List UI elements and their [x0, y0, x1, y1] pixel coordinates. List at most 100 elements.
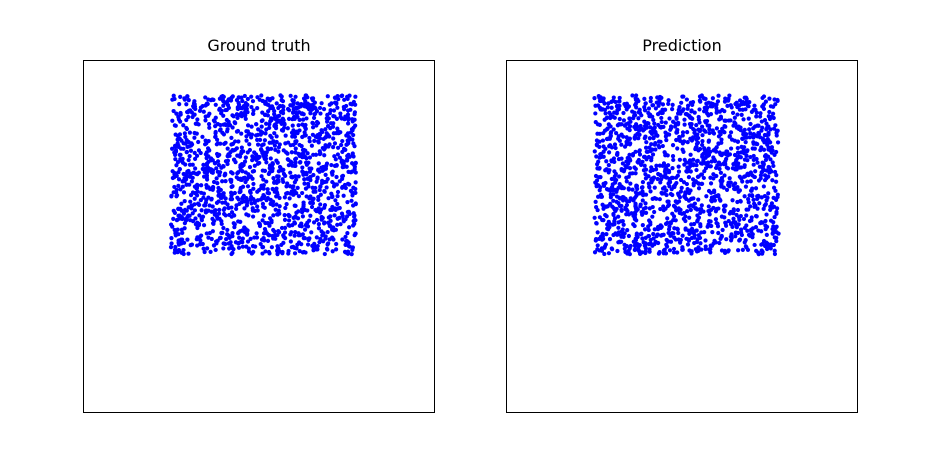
scatter-point [617, 103, 622, 109]
scatter-point [265, 187, 270, 192]
scatter-point [712, 198, 718, 203]
scatter-point [198, 150, 203, 156]
scatter-point [609, 159, 614, 164]
scatter-point [298, 160, 303, 165]
scatter-point [302, 133, 307, 138]
scatter-point [602, 181, 607, 187]
scatter-point [634, 123, 639, 128]
scatter-point [598, 194, 603, 199]
scatter-point [248, 236, 253, 241]
scatter-point [759, 119, 764, 124]
scatter-point [297, 152, 302, 157]
scatter-point [738, 213, 743, 219]
scatter-point [176, 238, 181, 243]
scatter-point [686, 160, 691, 165]
scatter-point [747, 100, 752, 105]
scatter-point [192, 130, 197, 136]
scatter-point [347, 225, 352, 230]
scatter-point [306, 160, 311, 165]
scatter-point [332, 154, 337, 159]
scatter-point [330, 194, 335, 199]
scatter-point [718, 198, 723, 203]
scatter-point [174, 194, 179, 199]
scatter-point [696, 186, 702, 191]
scatter-point [271, 176, 276, 181]
prediction-panel: Prediction [483, 0, 883, 450]
scatter-point [688, 152, 693, 157]
scatter-point [698, 222, 703, 227]
scatter-point [169, 194, 174, 199]
scatter-point [210, 216, 215, 222]
scatter-point [228, 240, 233, 245]
scatter-point [348, 101, 353, 106]
scatter-point [284, 202, 289, 207]
scatter-point [187, 130, 192, 135]
scatter-point [221, 94, 226, 99]
scatter-point [612, 110, 617, 115]
scatter-point [213, 208, 218, 213]
scatter-point [770, 231, 775, 236]
scatter-point [291, 100, 296, 105]
scatter-point [643, 210, 649, 216]
scatter-point [190, 114, 195, 120]
scatter-point [641, 193, 646, 198]
scatter-point [593, 199, 598, 204]
scatter-point [722, 173, 727, 178]
scatter-point [743, 184, 749, 189]
scatter-point [753, 225, 759, 230]
scatter-point [676, 109, 682, 114]
scatter-point [608, 130, 614, 135]
scatter-point [225, 146, 230, 151]
scatter-point [335, 201, 340, 207]
scatter-point [319, 165, 324, 170]
scatter-point [351, 132, 356, 138]
scatter-point [707, 219, 712, 224]
scatter-point [664, 137, 669, 143]
scatter-point [643, 134, 648, 139]
scatter-point [218, 170, 223, 175]
scatter-point [671, 250, 677, 255]
scatter-point [203, 95, 208, 100]
scatter-point [643, 250, 648, 256]
scatter-point [263, 131, 268, 136]
scatter-point [636, 116, 641, 121]
scatter-point [328, 214, 333, 219]
scatter-point [695, 132, 700, 137]
scatter-point [684, 169, 690, 174]
scatter-point [169, 241, 174, 246]
scatter-point [759, 229, 764, 234]
scatter-point [252, 235, 257, 240]
scatter-point [724, 187, 730, 192]
scatter-point [184, 102, 189, 107]
scatter-point [327, 134, 332, 139]
scatter-point [604, 232, 609, 237]
scatter-point [708, 149, 713, 154]
scatter-point [727, 176, 732, 181]
scatter-point [344, 239, 349, 244]
scatter-point [761, 94, 767, 99]
scatter-point [683, 226, 688, 231]
scatter-point [192, 135, 197, 140]
scatter-point [659, 177, 664, 182]
scatter-point [758, 114, 763, 119]
scatter-point [199, 183, 204, 188]
scatter-point [638, 204, 643, 209]
scatter-point [295, 185, 300, 191]
scatter-point [199, 218, 204, 223]
scatter-point [751, 132, 756, 137]
scatter-point [280, 111, 286, 116]
scatter-point [628, 141, 633, 146]
scatter-point [642, 96, 647, 101]
scatter-point [714, 165, 719, 171]
scatter-point [289, 150, 294, 155]
scatter-point [597, 215, 602, 220]
scatter-point [335, 222, 340, 227]
scatter-point [748, 154, 753, 160]
scatter-point [615, 123, 620, 128]
scatter-point [698, 210, 703, 215]
scatter-point [774, 149, 779, 155]
scatter-point [719, 140, 724, 145]
scatter-point [616, 174, 622, 179]
scatter-point [619, 208, 624, 213]
scatter-point [717, 240, 722, 246]
